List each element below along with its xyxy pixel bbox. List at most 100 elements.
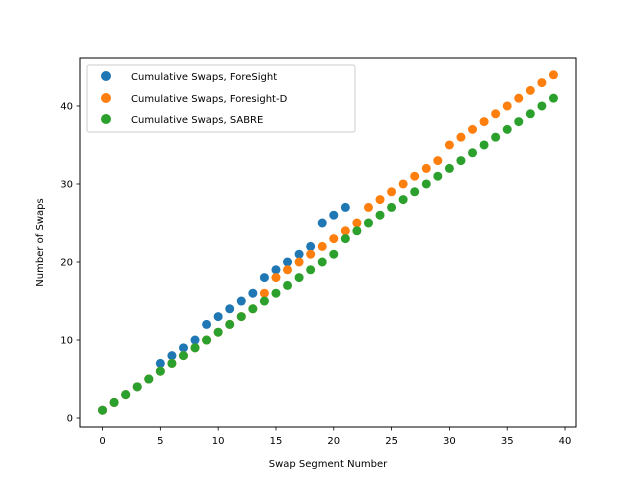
data-point — [329, 234, 339, 244]
data-point — [421, 179, 431, 189]
data-point — [283, 280, 293, 290]
legend-label-foresight: Cumulative Swaps, ForeSight — [131, 72, 277, 83]
data-point — [283, 257, 293, 267]
data-point — [410, 171, 420, 181]
data-point — [479, 117, 489, 127]
data-point — [329, 249, 339, 259]
data-point — [248, 304, 258, 314]
legend: Cumulative Swaps, ForeSight Cumulative S… — [86, 64, 356, 133]
data-point — [202, 319, 212, 329]
data-point — [398, 195, 408, 205]
data-point — [363, 218, 373, 228]
data-point — [155, 358, 165, 368]
y-tick-label: 30 — [60, 179, 73, 190]
legend-marker-sabre — [101, 114, 111, 124]
data-point — [514, 93, 524, 103]
y-axis-ticks: 0 10 20 30 40 — [60, 101, 80, 425]
data-point — [329, 210, 339, 220]
y-tick-label: 40 — [60, 101, 73, 112]
data-point — [306, 265, 316, 275]
data-point — [271, 265, 281, 275]
data-point — [421, 163, 431, 173]
data-point — [294, 273, 304, 283]
data-point — [306, 241, 316, 251]
data-point — [352, 218, 362, 228]
data-point — [340, 202, 350, 212]
data-point — [317, 257, 327, 267]
data-point — [352, 226, 362, 236]
data-point — [236, 296, 246, 306]
x-tick-label: 10 — [212, 436, 225, 447]
data-point — [259, 296, 269, 306]
data-point — [433, 171, 443, 181]
data-point — [259, 273, 269, 283]
data-point — [178, 351, 188, 361]
data-point — [502, 101, 512, 111]
data-point — [340, 234, 350, 244]
x-axis-label: Swap Segment Number — [269, 459, 388, 470]
data-point — [514, 117, 524, 127]
x-tick-label: 20 — [327, 436, 340, 447]
data-point — [548, 70, 558, 80]
series-cumulative-swaps-sabre — [98, 93, 558, 415]
data-point — [225, 304, 235, 314]
x-axis-ticks: 0 5 10 15 20 25 30 35 40 — [99, 427, 571, 447]
data-point — [491, 132, 501, 142]
data-point — [375, 195, 385, 205]
data-point — [502, 124, 512, 134]
data-point — [410, 187, 420, 197]
x-tick-label: 0 — [99, 436, 105, 447]
data-point — [248, 288, 258, 298]
data-point — [213, 327, 223, 337]
y-tick-label: 0 — [67, 414, 73, 425]
data-point — [456, 156, 466, 166]
data-point — [456, 132, 466, 142]
data-point — [190, 335, 200, 345]
data-point — [548, 93, 558, 103]
data-point — [375, 210, 385, 220]
data-point — [340, 226, 350, 236]
data-point — [225, 319, 235, 329]
data-point — [167, 351, 177, 361]
data-point — [121, 390, 131, 400]
data-point — [468, 148, 478, 158]
data-point — [433, 156, 443, 166]
data-point — [537, 78, 547, 88]
legend-label-foresight-d: Cumulative Swaps, Foresight-D — [131, 94, 288, 105]
legend-marker-foresight-d — [101, 93, 111, 103]
data-point — [190, 343, 200, 353]
data-point — [167, 358, 177, 368]
plot-frame — [79, 57, 577, 428]
x-tick-label: 15 — [270, 436, 283, 447]
data-points — [98, 70, 558, 415]
data-point — [387, 187, 397, 197]
data-point — [155, 366, 165, 376]
x-tick-label: 35 — [501, 436, 514, 447]
x-tick-label: 30 — [443, 436, 456, 447]
data-point — [317, 241, 327, 251]
data-point — [294, 249, 304, 259]
data-point — [525, 109, 535, 119]
y-tick-label: 20 — [60, 258, 73, 269]
data-point — [98, 405, 108, 415]
data-point — [178, 343, 188, 353]
data-point — [213, 312, 223, 322]
legend-label-sabre: Cumulative Swaps, SABRE — [131, 115, 263, 126]
data-point — [491, 109, 501, 119]
data-point — [283, 265, 293, 275]
x-tick-label: 40 — [559, 436, 572, 447]
data-point — [202, 335, 212, 345]
legend-marker-foresight — [101, 71, 111, 81]
data-point — [294, 257, 304, 267]
data-point — [363, 202, 373, 212]
data-point — [317, 218, 327, 228]
data-point — [525, 85, 535, 95]
data-point — [444, 163, 454, 173]
data-point — [468, 124, 478, 134]
data-point — [271, 288, 281, 298]
legend-box — [86, 64, 356, 133]
data-point — [479, 140, 489, 150]
data-point — [398, 179, 408, 189]
x-tick-label: 25 — [385, 436, 398, 447]
